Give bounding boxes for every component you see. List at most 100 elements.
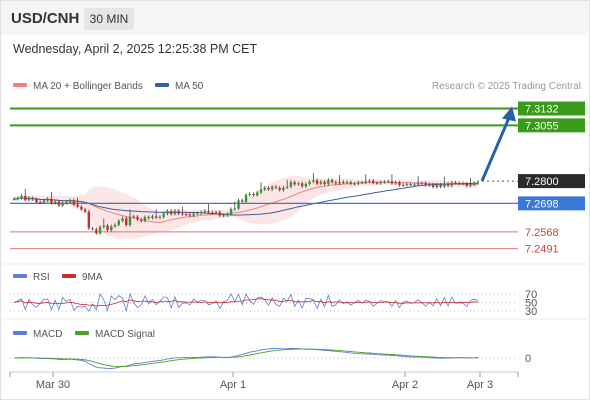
candle-up: [98, 227, 102, 234]
ma50-legend: MA 50: [175, 81, 204, 92]
candle-up: [214, 212, 218, 214]
macd-line: [13, 347, 479, 370]
candle-down: [211, 212, 214, 214]
candle-up: [53, 201, 57, 203]
x-tick-label: Apr 3: [467, 379, 493, 391]
candle-up: [282, 187, 285, 191]
rsi-legend: RSI: [33, 272, 50, 283]
macd-signal-swatch: [75, 331, 89, 335]
candle-down: [181, 213, 184, 215]
candle-up: [256, 192, 259, 196]
forecast-arrow-head: [502, 106, 516, 122]
candle-down: [409, 184, 412, 186]
candle-down: [446, 183, 450, 186]
support-label: 7.2491: [525, 244, 559, 256]
candle-up: [379, 182, 382, 184]
candle-up: [128, 216, 132, 226]
candle-down: [35, 199, 38, 203]
candle-up: [12, 199, 16, 201]
candle-up: [297, 183, 300, 185]
candle-up: [443, 183, 446, 187]
candle-up: [383, 181, 386, 183]
candle-up: [259, 189, 263, 193]
candle-down: [330, 180, 334, 183]
candle-up: [327, 180, 330, 185]
candle-up: [401, 185, 405, 187]
candle-down: [323, 181, 326, 185]
candle-up: [27, 198, 31, 200]
pivot-tag: [518, 196, 585, 211]
candle-down: [50, 198, 53, 203]
last-price-tag: [518, 174, 585, 189]
candle-down: [125, 218, 128, 226]
candle-up: [469, 184, 472, 186]
candle-up: [16, 198, 19, 200]
candle-up: [386, 181, 390, 183]
candle-up: [61, 202, 64, 206]
candle-down: [461, 183, 465, 185]
candle-up: [68, 200, 72, 203]
candle-up: [166, 211, 169, 214]
candle-up: [289, 182, 293, 187]
macd-legend: MACD: [33, 329, 62, 340]
resistance-label: 7.3055: [525, 120, 559, 132]
research-credit: Research © 2025 Trading Central: [432, 81, 581, 92]
candle-down: [140, 219, 143, 221]
candle-up: [121, 218, 124, 221]
macd-signal-line: [14, 348, 479, 368]
candle-up: [158, 216, 162, 218]
candle-up: [244, 195, 248, 202]
header-bar: USD/CNH 30 MIN: [1, 1, 589, 35]
last-price-label: 7.2800: [525, 176, 559, 188]
candle-down: [136, 216, 139, 220]
bollinger-band: [14, 175, 478, 240]
candle-up: [113, 224, 117, 227]
candle-down: [106, 225, 109, 231]
candle-up: [42, 200, 46, 203]
candle-down: [241, 200, 244, 202]
candle-down: [278, 187, 281, 191]
candle-up: [420, 183, 424, 185]
timeframe-button[interactable]: 30 MIN: [84, 8, 134, 30]
candle-down: [315, 180, 319, 184]
candle-up: [196, 213, 199, 215]
macd-signal-legend: MACD Signal: [95, 329, 155, 340]
candle-up: [308, 181, 311, 184]
candle-down: [24, 195, 27, 200]
pivot-label: 7.2698: [525, 198, 559, 210]
candle-down: [252, 193, 255, 196]
x-tick-label: Mar 30: [36, 379, 70, 391]
forecast-arrow: [480, 106, 516, 182]
ma20-swatch: [13, 83, 27, 87]
candle-down: [398, 182, 401, 186]
resistance-tag: [518, 118, 585, 133]
candle-down: [154, 216, 158, 218]
candle-up: [450, 182, 454, 186]
rsi-level-label: 50: [525, 298, 537, 310]
candle-down: [431, 185, 435, 187]
resistance-label: 7.3132: [525, 103, 559, 115]
candle-down: [177, 210, 180, 214]
bollinger-band-fill: [14, 175, 478, 240]
rsi-swatch: [13, 274, 27, 278]
candle-down: [334, 182, 338, 184]
macd-zero-label: 0: [525, 353, 531, 365]
candle-down: [342, 181, 345, 183]
candle-up: [143, 217, 147, 221]
rsi-ma-swatch: [62, 274, 76, 278]
candle-up: [405, 184, 409, 186]
ma20-legend: MA 20 + Bollinger Bands: [33, 81, 143, 92]
candle-up: [226, 214, 229, 216]
candle-up: [110, 226, 113, 231]
candle-down: [184, 214, 188, 216]
candle-down: [169, 211, 173, 215]
x-tick-label: Apr 2: [392, 379, 418, 391]
rsi-ma-legend: 9MA: [82, 272, 103, 283]
price-labels: 7.3132 7.3055 7.2800 7.2698 7.2568 7.2491: [518, 101, 585, 256]
rsi-level-label: 70: [525, 289, 537, 301]
candle-up: [237, 200, 240, 209]
x-axis-ticks: Mar 30 Apr 1 Apr 2 Apr 3: [9, 372, 519, 391]
candle-up: [368, 180, 371, 182]
